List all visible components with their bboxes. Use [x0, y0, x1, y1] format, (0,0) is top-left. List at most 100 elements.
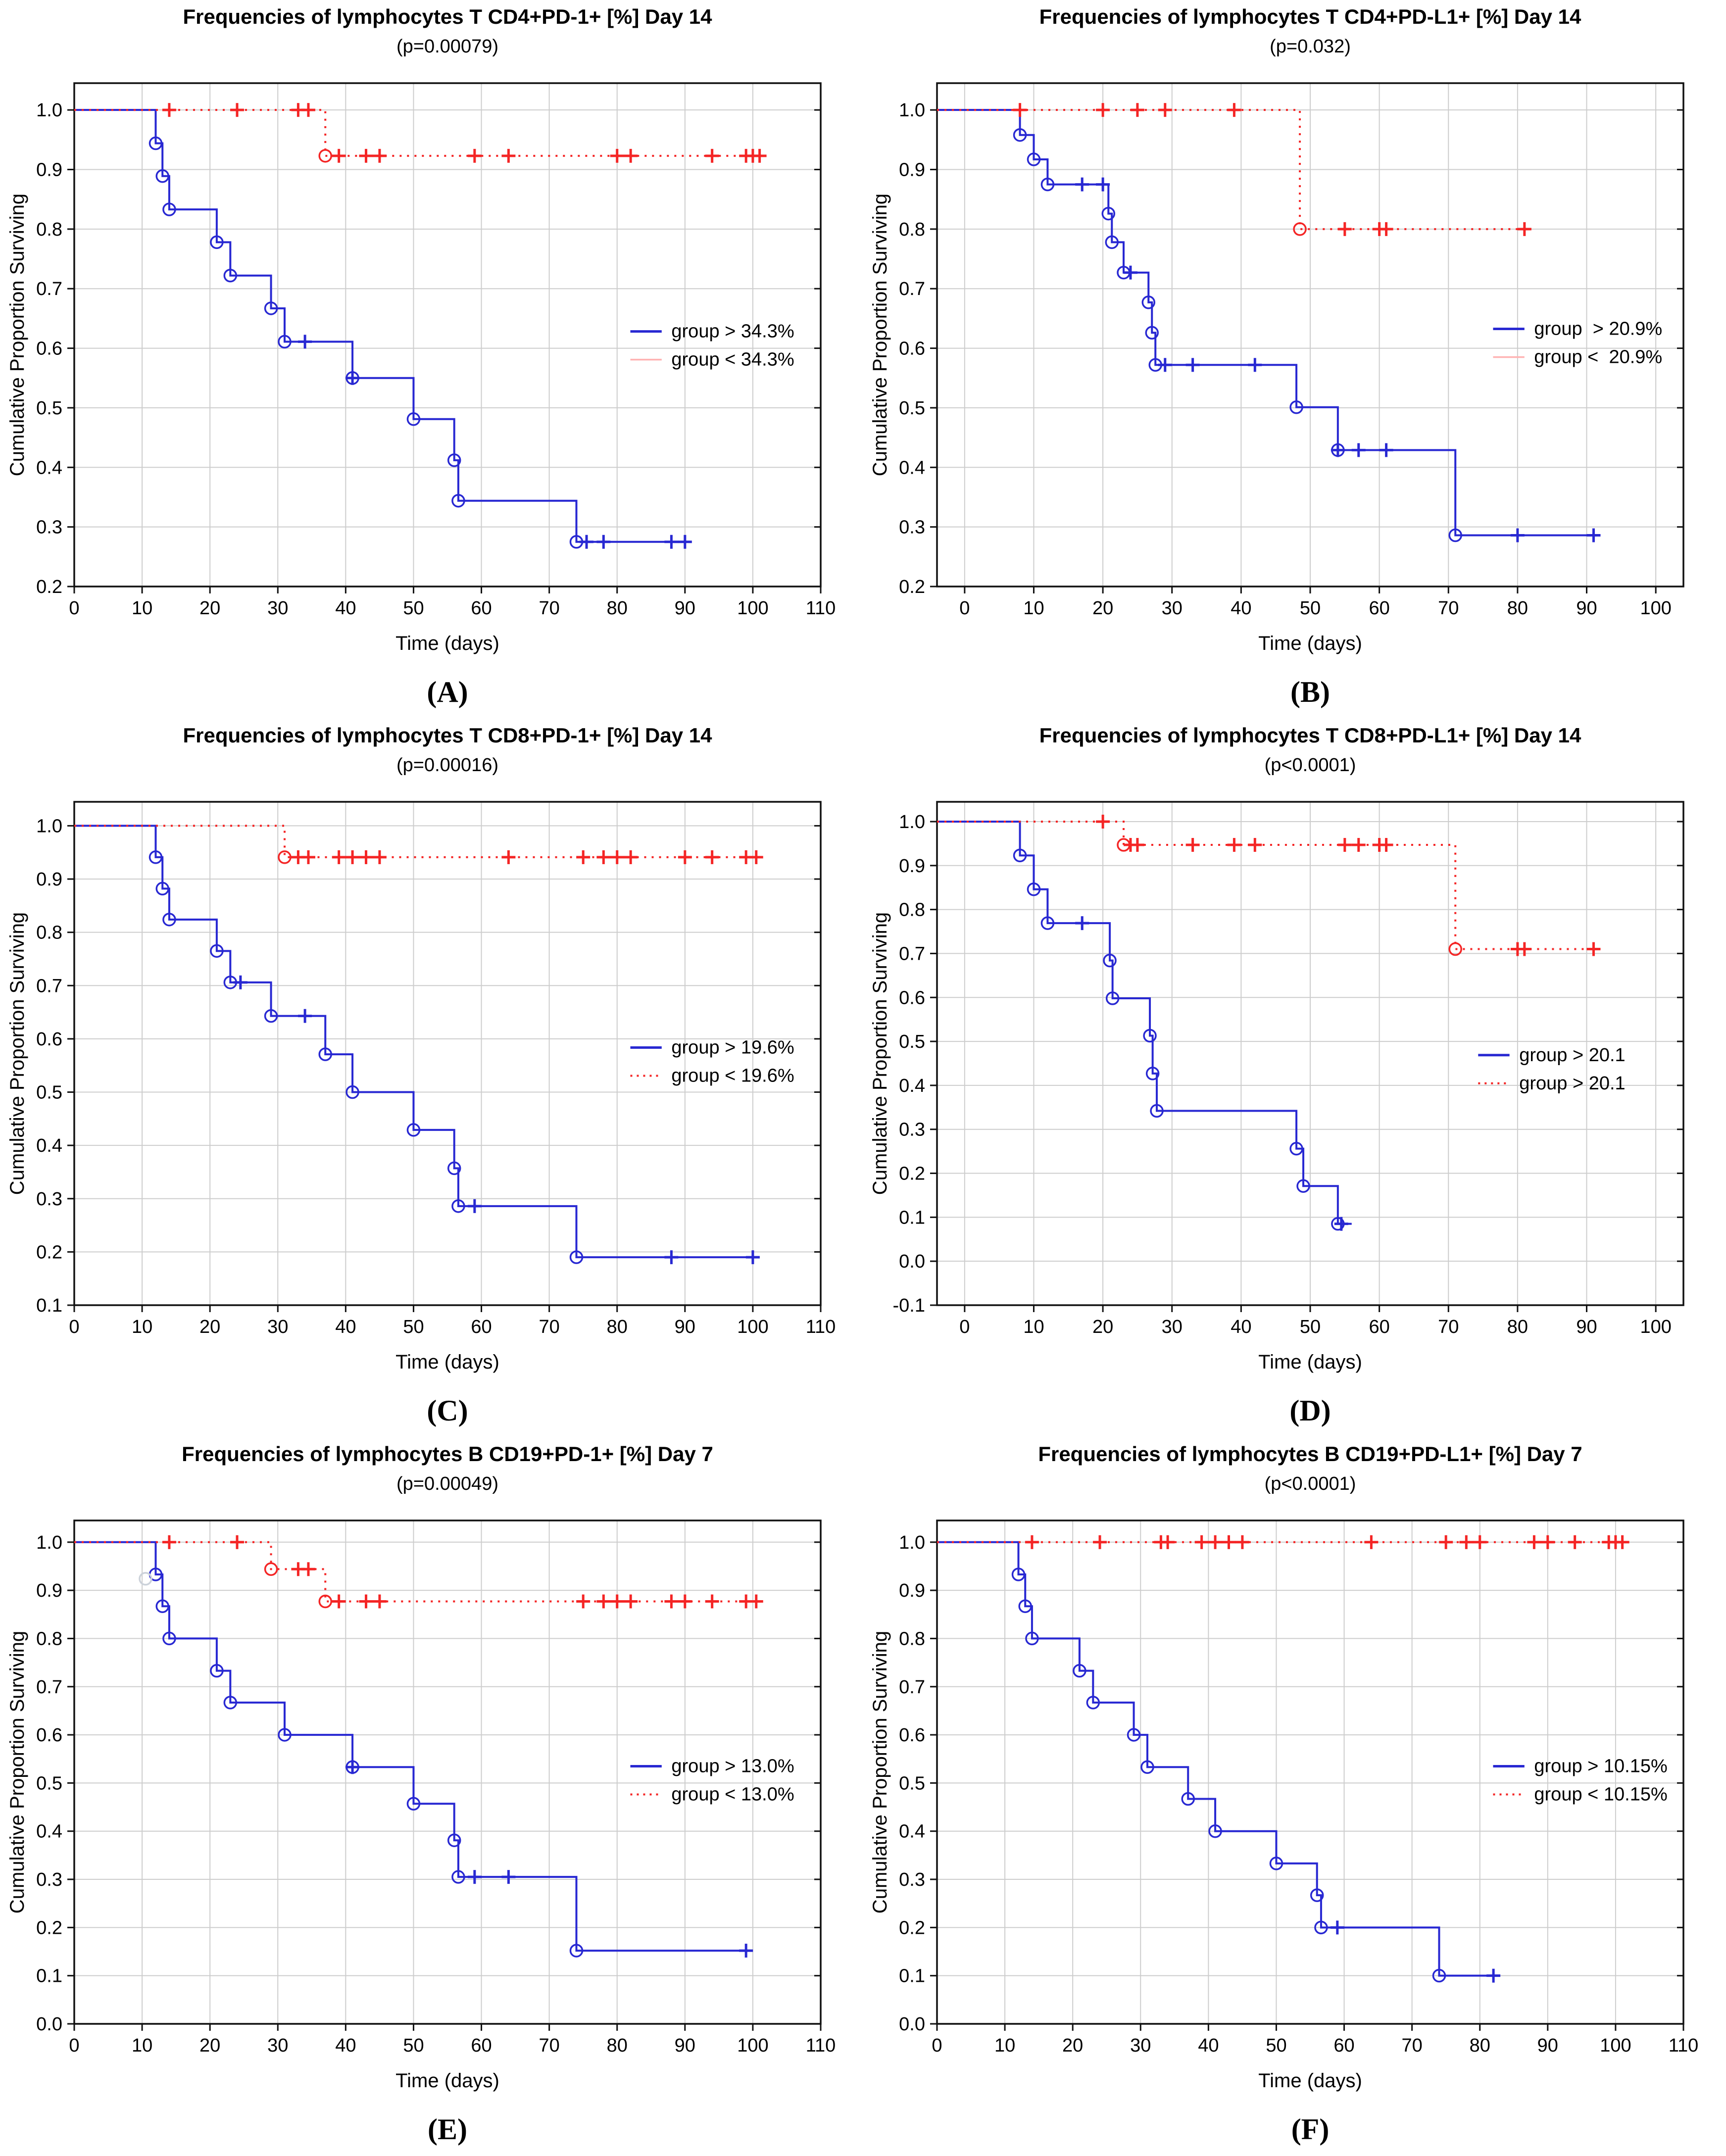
chart-title: Frequencies of lymphocytes T CD4+PD-1+ […	[183, 5, 712, 28]
blue-event-markers	[148, 850, 584, 1264]
event-circle-icon	[223, 1696, 238, 1710]
x-tick-label: 110	[806, 1317, 836, 1337]
event-circle-icon	[210, 1664, 224, 1678]
event-circle-icon	[162, 202, 176, 216]
grid	[74, 83, 821, 587]
x-tick-label: 30	[1130, 2035, 1151, 2056]
panel-letter: (E)	[428, 2113, 467, 2146]
x-tick-label: 110	[806, 598, 836, 619]
series-blue	[74, 825, 760, 1265]
x-tick-label: 0	[959, 598, 970, 619]
y-tick-label: 0.9	[899, 856, 925, 877]
event-circle-icon	[1086, 1696, 1100, 1710]
blue-censored-markers	[345, 1760, 753, 1958]
x-tick-label: 30	[267, 2035, 288, 2056]
event-circle-icon	[1143, 1029, 1157, 1043]
x-tick-label: 70	[539, 1317, 559, 1337]
event-circle-icon	[1141, 295, 1156, 309]
red-event-markers	[264, 1562, 332, 1609]
km-chart-D: 0 10 20 30 40 50 60 70 80 90 100 -0.1 0.0 0.1 0.2 0.3 0.…	[863, 719, 1726, 1437]
blue-event-markers	[148, 1568, 584, 1958]
red-censored-markers	[162, 1535, 763, 1609]
series-red	[937, 814, 1601, 956]
chart-title: Frequencies of lymphocytes B CD19+PD-L1+…	[1038, 1442, 1582, 1466]
blue-event-markers	[148, 136, 584, 549]
y-tick-label: 0.5	[899, 398, 925, 419]
series-red	[937, 1535, 1629, 1549]
blue-censored-markers	[1075, 177, 1601, 542]
p-value-subtitle: (p=0.00016)	[396, 755, 498, 776]
y-tick-label: 0.8	[899, 1628, 925, 1649]
series-red	[74, 103, 767, 163]
blue-censored-markers	[233, 975, 760, 1265]
y-tick-label: 0.2	[899, 577, 925, 597]
x-tick-label: 80	[1470, 2035, 1490, 2056]
panel-C: 0 10 20 30 40 50 60 70 80 90 100 110 0.1 0.2 0.3 0.4 0.5…	[0, 719, 863, 1437]
x-tick-label: 60	[1333, 2035, 1354, 2056]
panel-background	[863, 1437, 1726, 2156]
axes: 0 10 20 30 40 50 60 70 80 90 100 110 0.2 0.3 0.4 0.5 0.6…	[36, 82, 836, 619]
y-tick-label: 0.2	[899, 1917, 925, 1938]
blue-censored-markers	[298, 335, 692, 549]
x-tick-label: 0	[959, 1317, 970, 1337]
event-circle-icon	[278, 850, 292, 864]
event-circle-icon	[1105, 991, 1120, 1005]
y-tick-label: 0.4	[899, 1821, 925, 1842]
y-tick-label: 0.9	[36, 869, 62, 890]
axes: 0 10 20 30 40 50 60 70 80 90 100 0.2 0.3 0.4 0.5 0.6 0.7…	[899, 82, 1684, 619]
event-circle-icon	[264, 301, 278, 315]
y-tick-label: 0.7	[899, 943, 925, 964]
event-circle-icon	[345, 1085, 359, 1099]
x-tick-label: 60	[1369, 598, 1389, 619]
x-axis-label: Time (days)	[395, 633, 499, 654]
y-tick-label: 0.7	[36, 976, 62, 996]
km-chart-A: 0 10 20 30 40 50 60 70 80 90 100 110 0.2 0.3 0.4 0.5 0.6…	[0, 0, 863, 719]
x-tick-label: 110	[806, 2035, 836, 2056]
event-circle-icon	[1269, 1857, 1283, 1870]
y-tick-label: 0.5	[36, 1082, 62, 1103]
event-circle-icon	[1289, 1142, 1303, 1156]
legend-label: group > 13.0%	[671, 1756, 794, 1777]
panel-letter: (B)	[1290, 676, 1330, 708]
series-red	[937, 103, 1531, 236]
y-tick-label: 0.2	[36, 1917, 62, 1938]
series-blue	[937, 109, 1601, 542]
x-tick-label: 80	[1507, 598, 1528, 619]
blue-event-markers	[1011, 1568, 1446, 1983]
p-value-subtitle: (p=0.00049)	[396, 1473, 498, 1494]
x-tick-label: 90	[1537, 2035, 1558, 2056]
legend-item: group > 20.1	[1478, 1073, 1626, 1094]
event-circle-icon	[264, 1562, 278, 1576]
x-tick-label: 80	[607, 2035, 628, 2056]
y-axis-label: Cumulative Proportion Surviving	[6, 912, 28, 1195]
event-circle-icon	[1103, 953, 1117, 968]
legend: group > 34.3% group < 34.3%	[630, 321, 794, 370]
legend-item: group > 10.15%	[1493, 1756, 1668, 1777]
y-tick-label: 0.2	[36, 1242, 62, 1263]
y-tick-label: 0.9	[899, 1580, 925, 1601]
x-tick-label: 50	[403, 1317, 424, 1337]
x-tick-label: 80	[607, 598, 628, 619]
event-circle-icon	[406, 412, 421, 426]
plot-border	[73, 1519, 822, 2025]
legend-item: group < 20.9%	[1493, 347, 1662, 368]
event-circle-icon	[223, 268, 238, 283]
event-circle-icon	[210, 944, 224, 958]
blue-survival-curve	[937, 1541, 1500, 1977]
event-circle-icon	[451, 493, 465, 508]
plot-border	[73, 82, 822, 588]
x-tick-label: 90	[675, 598, 695, 619]
red-event-markers	[318, 149, 332, 163]
legend-item: group > 13.0%	[630, 1756, 794, 1777]
y-tick-label: 0.7	[899, 279, 925, 299]
event-circle-icon	[1013, 128, 1027, 142]
red-censored-markers	[291, 850, 763, 864]
event-circle-icon	[1025, 1631, 1039, 1646]
km-chart-B: 0 10 20 30 40 50 60 70 80 90 100 0.2 0.3 0.4 0.5 0.6 0.7…	[863, 0, 1726, 719]
y-tick-label: 0.5	[36, 398, 62, 419]
x-tick-label: 50	[403, 2035, 424, 2056]
event-circle-icon	[1101, 206, 1116, 221]
x-tick-label: 80	[1507, 1317, 1528, 1337]
event-circle-icon	[1040, 177, 1055, 192]
event-circle-icon	[318, 1594, 332, 1609]
